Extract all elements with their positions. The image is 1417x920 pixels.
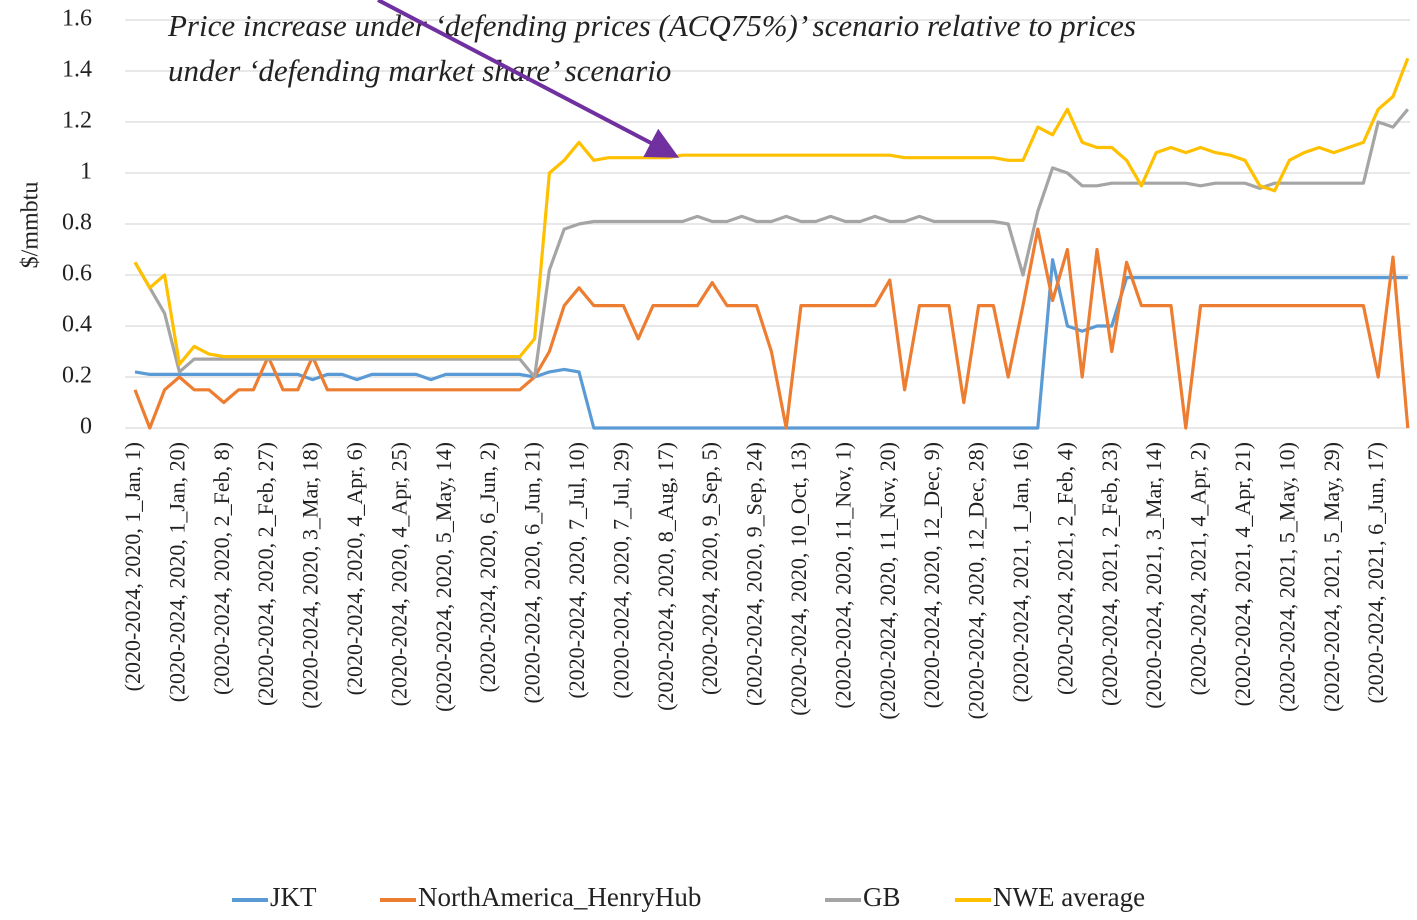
y-tick-label: 1.6 <box>62 6 92 32</box>
y-axis-label: $/mmbtu <box>18 182 44 269</box>
x-tick-label: (2020-2024, 2020, 6_Jun, 2) <box>475 442 500 693</box>
series-line <box>134 258 1408 430</box>
x-tick-label: (2020-2024, 2020, 2_Feb, 27) <box>253 442 278 706</box>
x-tick-label: (2020-2024, 2020, 4_Apr, 25) <box>386 442 411 706</box>
legend: JKT NorthAmerica_HenryHub GB NWE average <box>232 882 1145 912</box>
y-tick-label: 0.8 <box>62 210 92 236</box>
y-tick-label: 0.6 <box>62 261 92 287</box>
annotation-arrow <box>377 0 680 158</box>
y-tick-label: 1 <box>80 159 92 185</box>
x-tick-label: (2020-2024, 2020, 11_Nov, 1) <box>830 442 855 709</box>
y-tick-label: 1.2 <box>62 108 92 134</box>
x-tick-label: (2020-2024, 2020, 7_Jul, 10) <box>564 442 589 699</box>
x-tick-label: (2020-2024, 2020, 11_Nov, 20) <box>875 442 900 720</box>
x-tick-label: (2020-2024, 2021, 2_Feb, 4) <box>1052 442 1077 695</box>
x-tick-label: (2020-2024, 2021, 5_May, 29) <box>1319 442 1344 712</box>
x-tick-label: (2020-2024, 2021, 4_Apr, 2) <box>1186 442 1211 695</box>
legend-label: GB <box>863 882 901 912</box>
x-tick-label: (2020-2024, 2020, 3_Mar, 18) <box>298 442 323 709</box>
annotation: Price increase under ‘defending prices (… <box>167 8 1136 43</box>
x-tick-label: (2020-2024, 2020, 1_Jan, 20) <box>164 442 189 702</box>
legend-label: JKT <box>270 882 317 912</box>
annotation: under ‘defending market share’ scenario <box>168 53 671 88</box>
legend-label: NorthAmerica_HenryHub <box>418 882 701 912</box>
x-tick-label: (2020-2024, 2020, 6_Jun, 21) <box>520 442 545 704</box>
x-tick-label: (2020-2024, 2020, 12_Dec, 28) <box>964 442 989 719</box>
x-tick-label: (2020-2024, 2020, 9_Sep, 24) <box>742 442 767 706</box>
x-tick-label: (2020-2024, 2020, 1_Jan, 1) <box>120 442 145 691</box>
x-tick-label: (2020-2024, 2020, 7_Jul, 29) <box>608 442 633 699</box>
x-tick-label: (2020-2024, 2020, 12_Dec, 9) <box>919 442 944 708</box>
x-tick-label: (2020-2024, 2021, 1_Jan, 16) <box>1008 442 1033 702</box>
x-tick-label: (2020-2024, 2020, 10_Oct, 13) <box>786 442 811 716</box>
x-tick-label: (2020-2024, 2020, 9_Sep, 5) <box>697 442 722 695</box>
x-tick-label: (2020-2024, 2020, 4_Apr, 6) <box>342 442 367 695</box>
y-tick-label: 1.4 <box>62 57 92 83</box>
series-line <box>133 227 1410 430</box>
y-tick-label: 0.2 <box>62 363 92 389</box>
x-tick-label: (2020-2024, 2021, 6_Jun, 17) <box>1363 442 1388 704</box>
grid: 0 0.2 0.4 0.6 0.8 1 1.2 1.4 1.6 (2020-2024, 2020,… <box>62 6 1410 720</box>
x-tick-label: (2020-2024, 2021, 5_May, 10) <box>1274 442 1299 712</box>
x-tick-label: (2020-2024, 2021, 2_Feb, 23) <box>1097 442 1122 706</box>
x-tick-label: (2020-2024, 2020, 8_Aug, 17) <box>653 442 678 711</box>
plot-area <box>133 57 1410 430</box>
y-tick-label: 0 <box>80 414 92 440</box>
x-tick-label: (2020-2024, 2021, 4_Apr, 21) <box>1230 442 1255 706</box>
x-tick-label: (2020-2024, 2020, 2_Feb, 8) <box>209 442 234 695</box>
x-tick-label: (2020-2024, 2020, 5_May, 14) <box>431 442 456 712</box>
series-line <box>133 108 1410 379</box>
legend-label: NWE average <box>993 882 1145 912</box>
y-tick-label: 0.4 <box>62 312 92 338</box>
series-line <box>133 57 1410 366</box>
x-tick-label: (2020-2024, 2021, 3_Mar, 14) <box>1141 442 1166 709</box>
